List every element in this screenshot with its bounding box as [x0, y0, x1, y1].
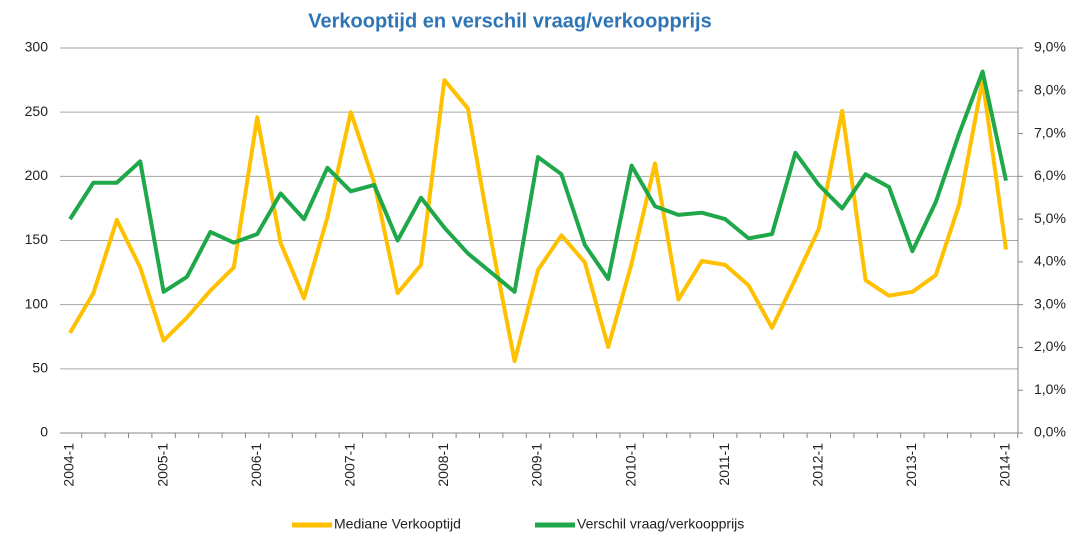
y-tick-label: 100 — [25, 295, 49, 311]
x-tick-label: 2014-1 — [997, 443, 1013, 487]
y2-tick-label: 6,0% — [1034, 167, 1066, 183]
x-tick-label: 2008-1 — [435, 443, 451, 487]
x-tick-label: 2009-1 — [529, 443, 545, 487]
x-tick-label: 2006-1 — [248, 443, 264, 487]
y-tick-label: 200 — [25, 167, 49, 183]
legend-label: Mediane Verkooptijd — [334, 516, 461, 532]
y-tick-label: 300 — [25, 39, 49, 55]
y2-tick-label: 1,0% — [1034, 381, 1066, 397]
y2-tick-label: 8,0% — [1034, 81, 1066, 97]
x-tick-label: 2004-1 — [61, 443, 77, 487]
y2-tick-label: 7,0% — [1034, 124, 1066, 140]
y-tick-label: 50 — [32, 360, 48, 376]
y-tick-label: 250 — [25, 103, 49, 119]
y2-tick-label: 4,0% — [1034, 253, 1066, 269]
data-line — [68, 78, 1008, 364]
x-tick-label: 2007-1 — [342, 443, 358, 487]
chart-title: Verkooptijd en verschil vraag/verkooppri… — [308, 10, 712, 32]
y-tick-label: 0 — [40, 424, 48, 440]
x-tick-label: 2010-1 — [622, 443, 638, 487]
y2-tick-label: 5,0% — [1034, 210, 1066, 226]
y2-tick-label: 0,0% — [1034, 424, 1066, 440]
data-line — [68, 69, 1008, 294]
legend-label: Verschil vraag/verkoopprijs — [577, 516, 744, 532]
y2-tick-label: 2,0% — [1034, 338, 1066, 354]
x-tick-label: 2005-1 — [154, 443, 170, 487]
x-tick-label: 2011-1 — [716, 443, 732, 486]
y2-tick-label: 9,0% — [1034, 39, 1066, 55]
y-tick-label: 150 — [25, 231, 49, 247]
y2-tick-label: 3,0% — [1034, 295, 1066, 311]
x-tick-label: 2013-1 — [903, 443, 919, 487]
x-tick-label: 2012-1 — [810, 443, 826, 487]
